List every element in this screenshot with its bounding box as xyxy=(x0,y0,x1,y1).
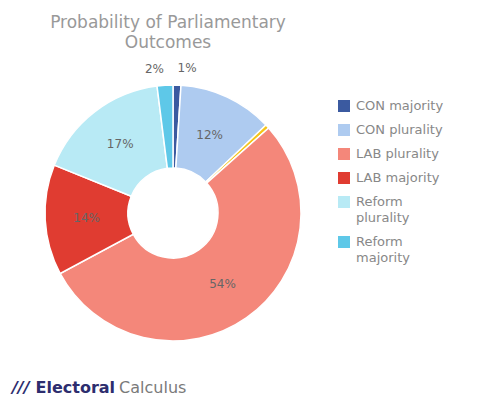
html-text:Reform majority: Reform majority xyxy=(356,234,410,265)
html-text:LAB plurality: LAB plurality xyxy=(356,146,439,161)
html-text:Reform plurality: Reform plurality xyxy=(356,194,410,225)
html-text:Probability of Parliamentary O: Probability of Parliamentary Outcomes xyxy=(50,12,286,52)
svg-text:1%: 1% xyxy=(178,61,197,75)
svg-text:17%: 17% xyxy=(107,137,134,151)
svg-text:14%: 14% xyxy=(73,211,100,225)
svg-text:12%: 12% xyxy=(196,128,223,142)
html-text:LAB majority: LAB majority xyxy=(356,170,440,185)
svg-text:54%: 54% xyxy=(209,277,236,291)
html-text:CON majority: CON majority xyxy=(356,98,444,113)
html-text:CON plurality: CON plurality xyxy=(356,122,443,137)
svg-text:2%: 2% xyxy=(145,62,164,76)
html-text:/// Electoral Calculus: /// Electoral Calculus xyxy=(12,378,187,397)
